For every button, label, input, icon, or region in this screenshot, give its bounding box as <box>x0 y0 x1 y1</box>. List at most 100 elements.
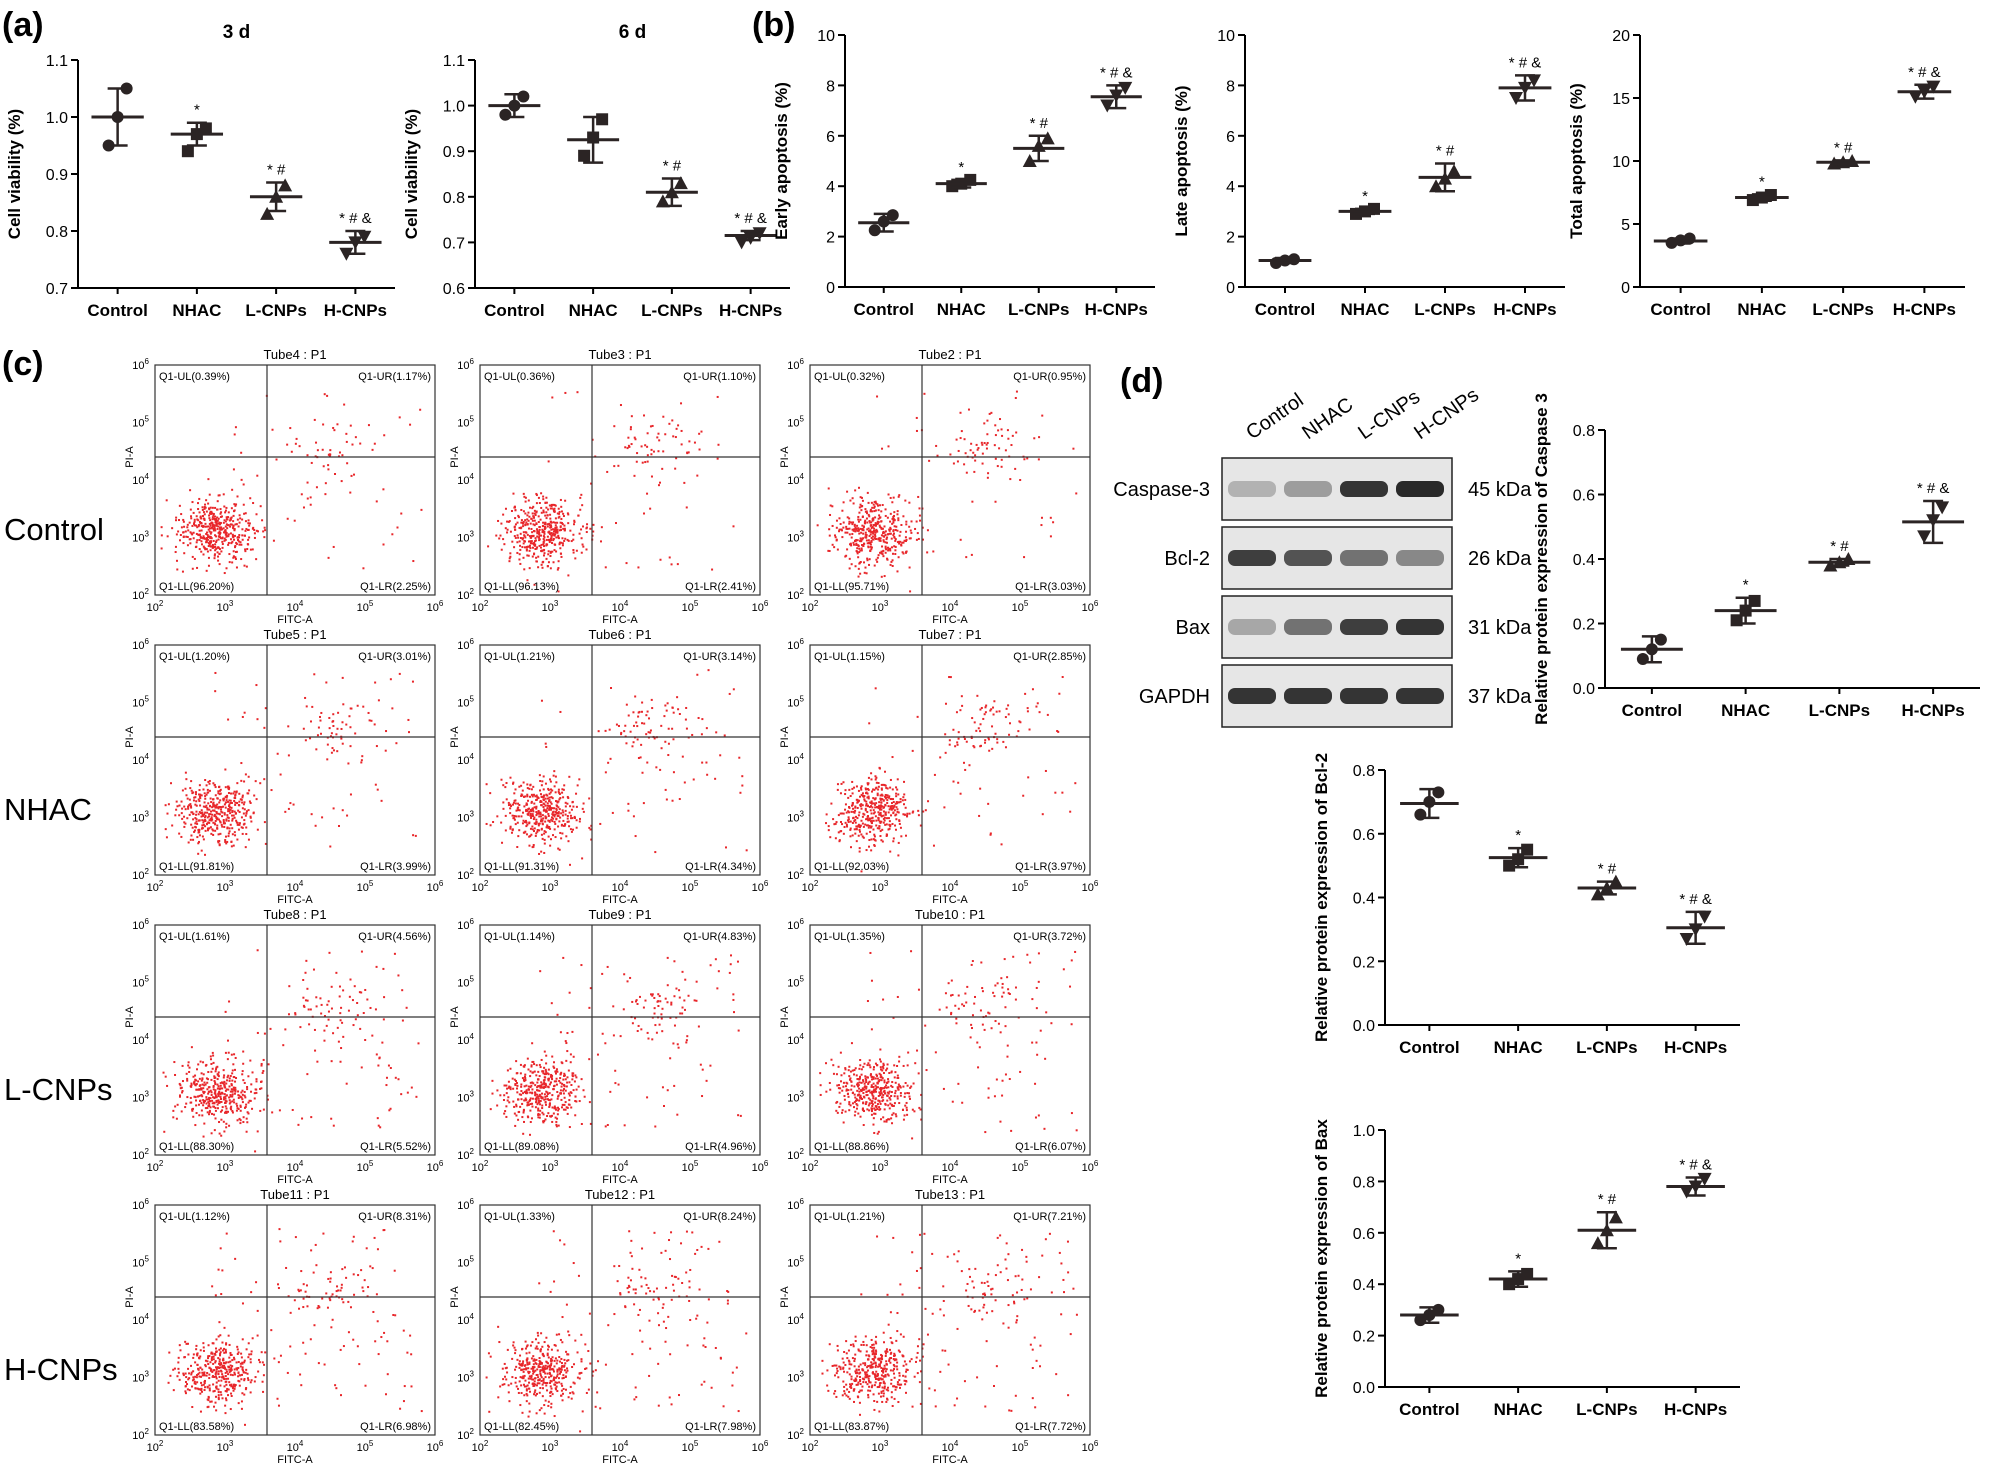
flow-dot <box>614 522 617 525</box>
flow-dot <box>397 1078 400 1081</box>
y-tick-label: 102 <box>132 867 149 882</box>
x-tick-label: L-CNPs <box>1812 300 1873 319</box>
flow-dot <box>724 846 727 849</box>
flow-dot <box>235 791 238 794</box>
tick-exponent: 2 <box>470 587 475 596</box>
flow-dot <box>717 443 720 446</box>
flow-dot <box>849 846 852 849</box>
flow-dot <box>237 1107 240 1110</box>
flow-dot <box>378 1056 381 1059</box>
flow-dot <box>251 1107 254 1110</box>
x-tick-label: 105 <box>682 1159 699 1174</box>
flow-dot <box>520 519 523 522</box>
flow-dot <box>641 771 644 774</box>
flow-dot <box>228 561 231 564</box>
flow-dot <box>519 562 522 565</box>
flow-dot <box>542 1120 545 1123</box>
flow-dot <box>1026 707 1029 710</box>
flow-dot <box>165 836 168 839</box>
flow-dot <box>524 531 527 534</box>
flow-dot <box>585 548 588 551</box>
flow-dot <box>536 1103 539 1106</box>
flow-dot <box>925 1069 928 1072</box>
flow-dot <box>561 542 564 545</box>
flow-dot <box>547 561 550 564</box>
flow-dot <box>406 1091 409 1094</box>
flow-dot <box>890 808 893 811</box>
flow-dot <box>608 728 611 731</box>
flow-dot <box>898 801 901 804</box>
flow-dot <box>321 816 324 819</box>
flow-dot <box>249 497 252 500</box>
flow-dot <box>164 828 167 831</box>
flow-dot <box>905 538 908 541</box>
flow-dot <box>881 840 884 843</box>
flow-dot <box>536 535 539 538</box>
flow-dot <box>530 1117 533 1120</box>
y-tick-label: 0.2 <box>1353 954 1375 971</box>
flow-dot <box>224 1111 227 1114</box>
flow-dot <box>231 809 234 812</box>
significance-mark: * # <box>1030 115 1049 132</box>
flow-dot <box>548 806 551 809</box>
flow-dot <box>216 519 219 522</box>
flow-dot <box>886 557 889 560</box>
flow-dot <box>539 546 542 549</box>
flow-dot <box>213 557 216 560</box>
flow-dot <box>553 528 556 531</box>
flow-dot <box>198 538 201 541</box>
flow-dot <box>571 1078 574 1081</box>
flow-dot <box>524 1090 527 1093</box>
flow-dot <box>641 722 644 725</box>
flow-dot <box>1061 791 1064 794</box>
flow-dot <box>270 789 273 792</box>
flow-dot <box>867 546 870 549</box>
flow-dot <box>206 788 209 791</box>
flow-dot <box>739 1114 742 1117</box>
flow-dot <box>309 1008 312 1011</box>
flow-dot <box>601 1032 604 1035</box>
flow-dot <box>855 1107 858 1110</box>
flow-dot <box>541 1097 544 1100</box>
flow-dot <box>668 422 671 425</box>
flow-dot <box>221 537 224 540</box>
flow-dot <box>217 535 220 538</box>
quadrant-ur: Q1-UR(4.56%) <box>358 931 431 943</box>
flow-dot <box>205 532 208 535</box>
flow-dot <box>485 822 488 825</box>
flow-dot <box>198 831 201 834</box>
flow-dot <box>332 725 335 728</box>
flow-dot <box>236 823 239 826</box>
flow-dot <box>539 1099 542 1102</box>
flow-dot <box>860 807 863 810</box>
flow-dot <box>883 1079 886 1082</box>
flow-dot <box>625 703 628 706</box>
y-axis-label: PI-A <box>779 726 791 748</box>
flow-dot <box>190 517 193 520</box>
flow-dot <box>899 800 902 803</box>
flow-dot <box>492 821 495 824</box>
flow-dot <box>860 496 863 499</box>
flow-dot <box>892 534 895 537</box>
flow-dot <box>555 1077 558 1080</box>
flow-dot <box>228 827 231 830</box>
flow-dot <box>536 1089 539 1092</box>
flow-dot <box>194 791 197 794</box>
flow-dot <box>872 1066 875 1069</box>
y-tick-label: 0.4 <box>1353 1277 1375 1294</box>
flow-dot <box>202 524 205 527</box>
flow-dot <box>219 521 222 524</box>
flow-dot <box>872 503 875 506</box>
flow-dot <box>554 504 557 507</box>
flow-dot <box>193 830 196 833</box>
flow-dot <box>859 539 862 542</box>
flow-dot <box>209 813 212 816</box>
flow-dot <box>870 838 873 841</box>
flow-dot <box>212 1085 215 1088</box>
flow-dot <box>893 511 896 514</box>
flow-dot <box>514 528 517 531</box>
flow-dot <box>500 778 503 781</box>
flow-dot <box>870 812 873 815</box>
flow-dot <box>319 732 322 735</box>
flow-dot <box>1000 465 1003 468</box>
